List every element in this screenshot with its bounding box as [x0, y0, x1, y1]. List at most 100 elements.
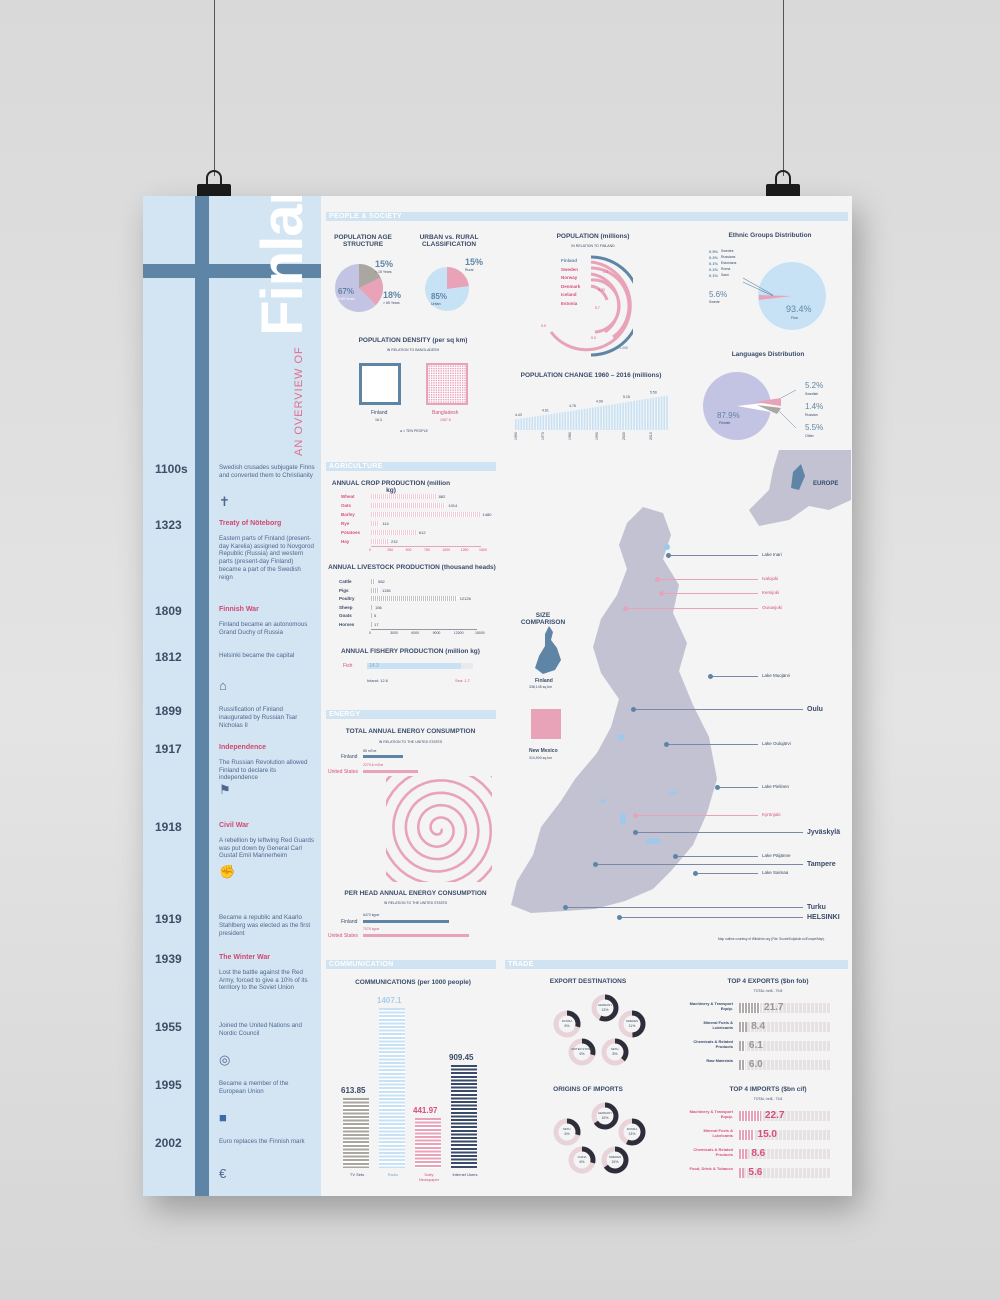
crop-value: 612 — [418, 530, 426, 535]
popchange-bar — [564, 411, 567, 430]
top-item-name: Machinery & Transport Equip. — [689, 1001, 733, 1011]
map-leader-line — [668, 555, 758, 556]
energy-bar-us — [363, 770, 418, 773]
donut-share — [618, 1010, 646, 1038]
top-item-bar — [739, 1130, 754, 1140]
crop-tick: 750 — [424, 548, 430, 552]
timeline-event-text: Lost the battle against the Red Army, fo… — [219, 968, 308, 992]
crop-name: Barley — [341, 512, 355, 517]
timeline-event-text: The Russian Revolution allowed Finland t… — [219, 758, 308, 782]
timeline-year: 1809 — [155, 604, 182, 618]
top-item-value: 5.6 — [748, 1167, 763, 1178]
top-item-bar — [739, 1149, 748, 1159]
density-bangladesh-box — [426, 363, 468, 405]
trade-donut — [618, 1010, 646, 1038]
languages-item-name: Other — [805, 434, 814, 438]
finland-poster: AN OVERVIEW OF Finland 1100s Swedish crus… — [143, 196, 852, 1196]
density-v1: 16.3 — [375, 418, 382, 422]
timeline-event: Became a member of the European Union — [219, 1080, 315, 1096]
timeline-event: Treaty of Nöteborg Eastern parts of Finla… — [219, 520, 315, 581]
poster-subtitle: AN OVERVIEW OF — [293, 346, 305, 456]
livestock-value: 582 — [378, 579, 385, 584]
popchange-bar — [537, 416, 539, 430]
ethnic-legend-name: Roma — [721, 267, 731, 271]
trade-donut — [568, 1038, 596, 1066]
poster-title: AN OVERVIEW OF Finland — [249, 196, 316, 456]
popchange-bar — [517, 418, 520, 430]
popchange-bar — [545, 414, 547, 430]
crop-name: Rye — [341, 521, 350, 526]
popchange-year: 1990 — [595, 432, 599, 440]
popchange-bar — [652, 397, 655, 430]
popchange-bar — [556, 413, 558, 430]
density-subtitle: IN RELATION TO BANGLADESH — [386, 348, 440, 352]
popchange-bar — [586, 408, 589, 430]
population-title: POPULATION (millions) — [556, 233, 630, 240]
timeline-event-text: Helsinki became the capital — [219, 652, 295, 659]
ethnic-main: 93.4% — [786, 304, 812, 314]
ethnic-legend-name: Swedes — [721, 249, 734, 253]
timeline-event-title: Treaty of Nöteborg — [219, 520, 282, 527]
livestock-name: Goats — [339, 613, 352, 618]
energy-spiral — [386, 776, 492, 882]
popchange-year: 1970 — [541, 432, 545, 440]
top-item-value: 8.6 — [751, 1148, 766, 1159]
livestock-tick: 9000 — [432, 631, 441, 635]
map-label: Lake Saimaa — [762, 870, 789, 875]
popchange-bar — [570, 411, 572, 430]
section-header-people: PEOPLE & SOCIETY — [326, 212, 848, 221]
donut-pct: 13% — [601, 1008, 609, 1012]
density-title: POPULATION DENSITY (per sq km) — [358, 337, 468, 344]
popchange-bar — [660, 396, 663, 430]
timeline-event-text: A rebellion by leftwing Red Guards was p… — [219, 836, 314, 860]
timeline-event: Swedish crusades subjugate Finns and con… — [219, 464, 315, 480]
popchange-label: 5.18 — [623, 395, 630, 399]
languages-title: Languages Distribution — [731, 351, 805, 358]
languages-pie — [703, 372, 797, 440]
finland-silhouette — [535, 626, 561, 674]
binder-clip-left — [197, 170, 231, 200]
popchange-bar — [655, 397, 657, 430]
energy-bar-finland — [363, 755, 403, 758]
popchange-label: 4.78 — [569, 404, 576, 408]
livestock-tick: 12000 — [453, 631, 464, 635]
timeline-event: Helsinki became the capital — [219, 652, 315, 660]
popchange-bar — [614, 404, 616, 430]
livestock-value: 1136 — [382, 587, 391, 593]
livestock-tick: 15000 — [475, 631, 485, 635]
timeline-sidebar — [143, 196, 321, 1196]
size-nm-area: 314,900 sq km — [529, 756, 552, 760]
popchange-bar — [534, 416, 536, 430]
map-point — [708, 674, 713, 679]
timeline-year: 1919 — [155, 912, 182, 926]
communication-value: 909.45 — [449, 1052, 474, 1062]
trade-donut — [568, 1146, 596, 1174]
timeline-event-text: Swedish crusades subjugate Finns and con… — [219, 464, 315, 479]
languages-item-name: Swedish — [805, 392, 819, 396]
donut-pct: 15% — [601, 1116, 609, 1120]
timeline-event: Russification of Finland inaugurated by … — [219, 706, 315, 729]
crops-title: ANNUAL CROP PRODUCTION (million kg) — [331, 480, 451, 494]
languages-item-pct: 5.5% — [805, 423, 824, 432]
trade-donut — [591, 994, 619, 1022]
popchange-bar — [666, 395, 668, 430]
map-point — [633, 813, 638, 818]
map-leader-line — [625, 608, 758, 609]
map-leader-line — [635, 815, 758, 816]
popchange-title: POPULATION CHANGE 1960 – 2016 (millions) — [520, 372, 662, 379]
popchange-bar — [531, 416, 534, 430]
map-point — [617, 915, 622, 920]
urban-title: URBAN vs. RURAL CLASSIFICATION — [419, 234, 479, 248]
section-header-trade: TRADE — [505, 960, 848, 969]
energy-h-c1: Finland — [341, 919, 358, 925]
crop-tick: 1500 — [479, 548, 487, 552]
top-imports-title: TOP 4 IMPORTS ($bn cif) — [729, 1086, 807, 1093]
popchange-bar — [578, 409, 580, 430]
age-p1: 67% — [338, 287, 355, 296]
crop-value: 232 — [391, 539, 398, 544]
map-point — [623, 606, 628, 611]
popchange-bar — [528, 417, 531, 430]
popchange-bar — [611, 404, 613, 430]
map-label: Jyväskylä — [807, 829, 841, 836]
ethnic-legend-name: Sami — [721, 273, 729, 277]
